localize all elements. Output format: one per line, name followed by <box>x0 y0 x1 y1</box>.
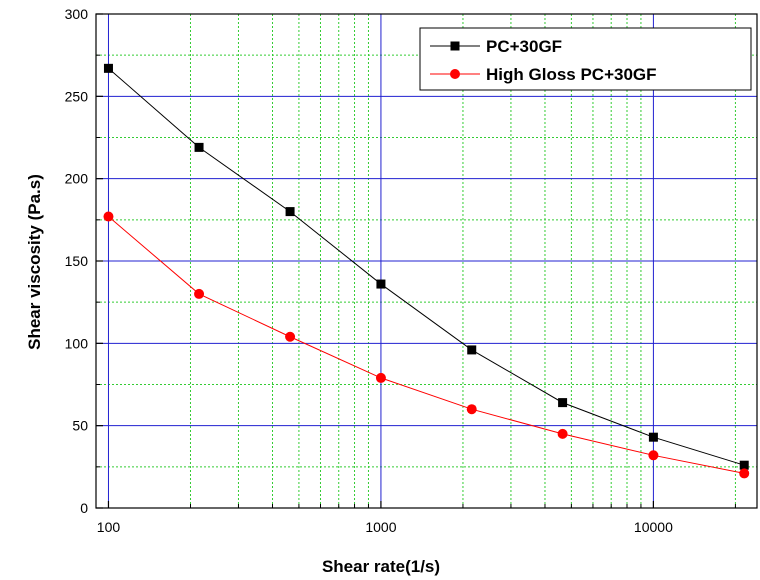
y-tick-label: 200 <box>65 171 89 187</box>
data-point <box>103 63 113 73</box>
data-point <box>375 372 386 383</box>
legend-entry-0: PC+30GF <box>430 37 562 56</box>
data-point <box>739 468 750 479</box>
y-tick-label: 50 <box>72 418 88 434</box>
data-point <box>194 142 204 152</box>
series-line <box>108 216 745 474</box>
x-tick-label: 1000 <box>365 519 396 535</box>
y-tick-label: 100 <box>65 335 89 351</box>
x-tick-labels: 100 1000 10000 <box>97 519 673 535</box>
data-point <box>376 279 386 289</box>
data-point <box>739 460 749 470</box>
series-1 <box>103 211 750 479</box>
axis-ticks <box>96 13 736 509</box>
y-tick-label: 0 <box>80 500 88 516</box>
data-point <box>285 331 296 342</box>
data-point <box>648 450 659 461</box>
y-tick-label: 300 <box>65 6 89 22</box>
legend-marker <box>450 41 460 51</box>
legend-label: PC+30GF <box>486 37 562 56</box>
x-tick-label: 100 <box>97 519 121 535</box>
data-point <box>194 288 205 299</box>
data-point <box>558 398 568 408</box>
series-line <box>108 67 745 466</box>
legend-marker <box>450 69 460 79</box>
y-tick-labels: 0 50 100 150 200 250 300 <box>65 6 89 516</box>
data-point <box>285 207 295 217</box>
legend-box <box>419 27 752 91</box>
legend-label: High Gloss PC+30GF <box>486 65 657 84</box>
major-grid <box>96 14 757 508</box>
x-tick-label: 10000 <box>634 519 673 535</box>
y-axis-title: Shear viscosity (Pa.s) <box>25 174 44 350</box>
data-point <box>557 428 568 439</box>
x-axis-title: Shear rate(1/s) <box>322 557 440 576</box>
legend: PC+30GF High Gloss PC+30GF <box>419 27 752 91</box>
data-point <box>467 345 477 355</box>
data-point <box>103 211 114 222</box>
y-tick-label: 150 <box>65 253 89 269</box>
series-layer <box>103 63 750 479</box>
series-0 <box>103 63 749 470</box>
data-point <box>466 404 477 415</box>
y-tick-label: 250 <box>65 88 89 104</box>
data-point <box>648 432 658 442</box>
legend-entry-1: High Gloss PC+30GF <box>430 65 657 84</box>
